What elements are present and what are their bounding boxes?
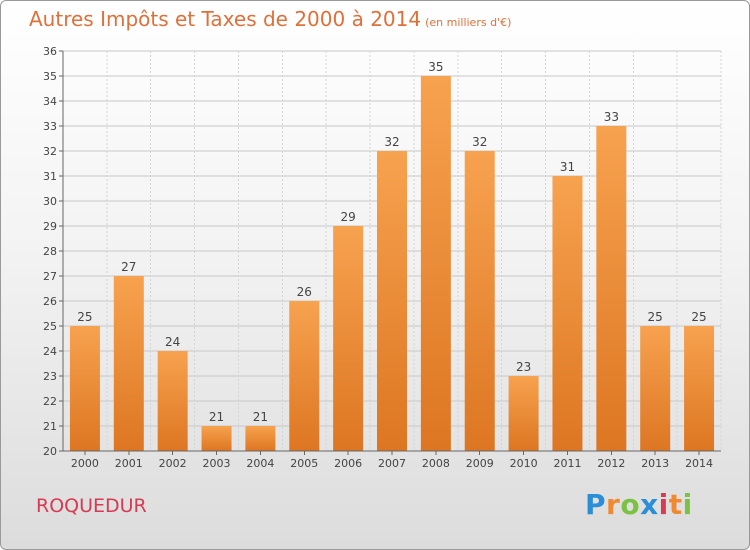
x-tick-label: 2009 — [466, 457, 494, 470]
x-tick-label: 2003 — [203, 457, 231, 470]
y-tick-label: 22 — [43, 395, 57, 408]
value-label: 21 — [209, 410, 224, 424]
logo-letter: o — [620, 488, 641, 521]
chart-title-main: Autres Impôts et Taxes de 2000 à 2014 — [29, 7, 422, 31]
x-tick-label: 2008 — [422, 457, 450, 470]
x-tick-label: 2005 — [290, 457, 318, 470]
x-tick-label: 2014 — [685, 457, 713, 470]
bar — [508, 376, 539, 451]
x-tick-label: 2007 — [378, 457, 406, 470]
bar — [464, 151, 495, 451]
x-tick-label: 2000 — [71, 457, 99, 470]
value-label: 26 — [297, 285, 312, 299]
x-tick-label: 2013 — [641, 457, 669, 470]
bar — [245, 426, 276, 451]
bar — [333, 226, 364, 451]
y-tick-label: 28 — [43, 245, 57, 258]
bar — [69, 326, 100, 451]
logo-letter: i — [682, 488, 693, 521]
bar — [113, 276, 144, 451]
bar — [596, 126, 627, 451]
axes: 20 21 22 23 24 25 26 27 28 29 30 31 32 33 34 35 36 2000 20… — [43, 45, 721, 470]
value-label: 33 — [604, 110, 619, 124]
bar — [201, 426, 232, 451]
bar — [552, 176, 583, 451]
x-tick-label: 2012 — [597, 457, 625, 470]
chart-title-unit: (en milliers d'€) — [425, 16, 512, 29]
bar — [420, 76, 451, 451]
value-label: 32 — [472, 135, 487, 149]
logo-letter: P — [585, 488, 607, 521]
place-name: ROQUEDUR — [36, 495, 147, 517]
x-tick-label: 2001 — [115, 457, 143, 470]
y-tick-label: 21 — [43, 420, 57, 433]
bars: 25 27 24 21 21 26 29 32 35 32 23 31 33 25 25 — [69, 60, 715, 451]
y-tick-label: 36 — [43, 45, 57, 58]
bar — [157, 351, 188, 451]
value-label: 32 — [384, 135, 399, 149]
value-label: 23 — [516, 360, 531, 374]
chart-title: Autres Impôts et Taxes de 2000 à 2014 (en… — [29, 7, 511, 31]
value-label: 21 — [253, 410, 268, 424]
y-tick-label: 20 — [43, 445, 57, 458]
y-tick-label: 26 — [43, 295, 57, 308]
y-tick-label: 31 — [43, 170, 57, 183]
value-label: 31 — [560, 160, 575, 174]
logo-letter: i — [658, 488, 669, 521]
y-tick-label: 30 — [43, 195, 57, 208]
x-tick-label: 2006 — [334, 457, 362, 470]
x-tick-label: 2004 — [246, 457, 274, 470]
logo-letter: t — [668, 488, 683, 521]
bar — [289, 301, 320, 451]
y-tick-label: 27 — [43, 270, 57, 283]
value-label: 24 — [165, 335, 180, 349]
y-tick-label: 23 — [43, 370, 57, 383]
value-label: 25 — [77, 310, 92, 324]
bar — [640, 326, 671, 451]
x-tick-label: 2011 — [553, 457, 581, 470]
value-label: 29 — [340, 210, 355, 224]
y-tick-label: 34 — [43, 95, 57, 108]
value-label: 25 — [691, 310, 706, 324]
value-label: 25 — [648, 310, 663, 324]
value-label: 27 — [121, 260, 136, 274]
x-tick-label: 2002 — [159, 457, 187, 470]
y-tick-label: 33 — [43, 120, 57, 133]
y-tick-label: 25 — [43, 320, 57, 333]
y-tick-label: 32 — [43, 145, 57, 158]
logo-letter: x — [640, 488, 659, 521]
value-label: 35 — [428, 60, 443, 74]
proxiti-logo: Proxiti — [585, 488, 693, 521]
y-tick-label: 24 — [43, 345, 57, 358]
logo-letter: r — [606, 488, 621, 521]
x-tick-label: 2010 — [510, 457, 538, 470]
bar — [377, 151, 407, 451]
y-tick-label: 35 — [43, 70, 57, 83]
y-tick-label: 29 — [43, 220, 57, 233]
bar — [684, 326, 715, 451]
